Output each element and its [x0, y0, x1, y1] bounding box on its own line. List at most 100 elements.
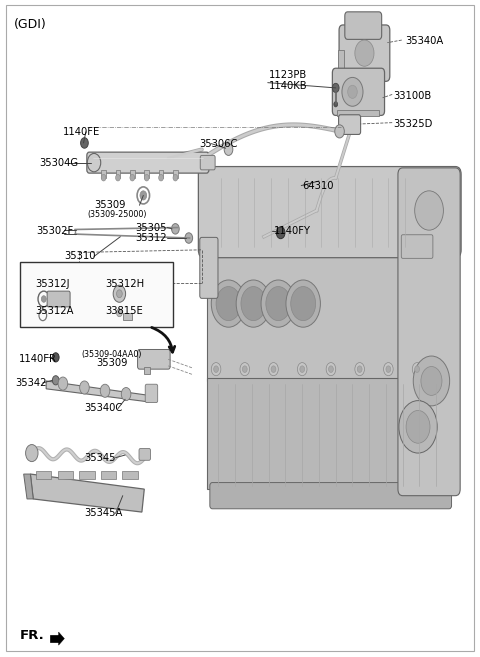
- Circle shape: [52, 353, 59, 362]
- Circle shape: [412, 363, 422, 376]
- FancyBboxPatch shape: [87, 152, 209, 173]
- Circle shape: [158, 174, 163, 181]
- Bar: [101, 170, 106, 177]
- Text: 35325D: 35325D: [393, 119, 432, 129]
- Bar: [58, 471, 73, 479]
- Circle shape: [291, 286, 316, 321]
- Text: 35312H: 35312H: [105, 279, 144, 289]
- Circle shape: [384, 363, 393, 376]
- Circle shape: [130, 174, 135, 181]
- Text: 33100B: 33100B: [393, 91, 432, 101]
- FancyBboxPatch shape: [47, 291, 70, 307]
- Circle shape: [276, 227, 285, 238]
- Circle shape: [211, 363, 221, 376]
- Circle shape: [421, 367, 442, 396]
- Circle shape: [121, 388, 131, 401]
- FancyBboxPatch shape: [398, 168, 460, 495]
- Circle shape: [415, 366, 420, 373]
- Text: FR.: FR.: [20, 629, 45, 643]
- Bar: [101, 471, 116, 479]
- Circle shape: [87, 154, 101, 172]
- Circle shape: [241, 286, 266, 321]
- Circle shape: [335, 125, 344, 138]
- Circle shape: [413, 356, 450, 406]
- Circle shape: [300, 366, 305, 373]
- Circle shape: [342, 78, 363, 106]
- Text: 35340A: 35340A: [405, 36, 444, 47]
- Bar: [337, 110, 379, 116]
- Circle shape: [224, 144, 233, 156]
- Polygon shape: [24, 474, 33, 499]
- Text: 35345A: 35345A: [84, 509, 123, 518]
- Bar: [144, 170, 149, 177]
- Text: 35312J: 35312J: [35, 279, 70, 289]
- Circle shape: [406, 411, 430, 443]
- Bar: [207, 378, 454, 489]
- FancyBboxPatch shape: [210, 483, 452, 509]
- Circle shape: [101, 174, 106, 181]
- Circle shape: [348, 85, 357, 99]
- Bar: [158, 170, 163, 177]
- Circle shape: [173, 174, 178, 181]
- Circle shape: [117, 309, 122, 317]
- Bar: [338, 50, 344, 70]
- Circle shape: [214, 366, 218, 373]
- Bar: [122, 471, 138, 479]
- Circle shape: [242, 366, 247, 373]
- Circle shape: [58, 377, 68, 390]
- Bar: [130, 170, 135, 177]
- Circle shape: [216, 286, 241, 321]
- Circle shape: [286, 280, 321, 327]
- Text: (35309-04AA0): (35309-04AA0): [81, 350, 142, 359]
- Text: 35342: 35342: [15, 378, 47, 388]
- Text: (GDI): (GDI): [14, 18, 47, 32]
- Text: 1140FR: 1140FR: [19, 353, 57, 364]
- Polygon shape: [59, 632, 64, 645]
- Text: 35306C: 35306C: [199, 139, 238, 148]
- Bar: [36, 471, 51, 479]
- Circle shape: [144, 174, 149, 181]
- FancyBboxPatch shape: [198, 167, 461, 258]
- FancyBboxPatch shape: [339, 25, 390, 81]
- Circle shape: [117, 290, 122, 298]
- Circle shape: [355, 40, 374, 66]
- Circle shape: [52, 376, 59, 385]
- Circle shape: [271, 366, 276, 373]
- Text: 35309: 35309: [96, 358, 128, 368]
- FancyBboxPatch shape: [338, 115, 360, 135]
- Circle shape: [80, 381, 89, 394]
- Circle shape: [140, 191, 147, 200]
- Circle shape: [41, 296, 46, 302]
- Text: 33815E: 33815E: [105, 306, 143, 316]
- Circle shape: [113, 285, 126, 302]
- Circle shape: [386, 366, 391, 373]
- Text: 35302F: 35302F: [36, 227, 74, 237]
- Circle shape: [332, 83, 339, 93]
- Circle shape: [116, 174, 120, 181]
- Text: 35312A: 35312A: [35, 306, 73, 316]
- Text: 64310: 64310: [302, 181, 334, 191]
- Bar: [123, 313, 132, 320]
- FancyBboxPatch shape: [345, 12, 382, 39]
- FancyBboxPatch shape: [138, 350, 170, 369]
- Text: 35340C: 35340C: [84, 403, 123, 413]
- Bar: [144, 367, 150, 374]
- FancyBboxPatch shape: [200, 237, 218, 298]
- Text: 35304G: 35304G: [39, 158, 78, 168]
- Circle shape: [326, 363, 336, 376]
- Circle shape: [171, 223, 179, 234]
- Circle shape: [328, 366, 333, 373]
- Circle shape: [269, 363, 278, 376]
- FancyBboxPatch shape: [145, 384, 157, 403]
- Circle shape: [25, 445, 38, 462]
- FancyBboxPatch shape: [139, 449, 151, 461]
- Polygon shape: [30, 474, 144, 512]
- Circle shape: [185, 233, 192, 243]
- Text: 1123PB: 1123PB: [269, 70, 307, 80]
- Text: (35309-25000): (35309-25000): [88, 210, 147, 219]
- Circle shape: [236, 280, 271, 327]
- Polygon shape: [46, 381, 149, 402]
- Circle shape: [334, 102, 337, 107]
- Bar: [173, 170, 178, 177]
- Text: 35309: 35309: [94, 200, 126, 210]
